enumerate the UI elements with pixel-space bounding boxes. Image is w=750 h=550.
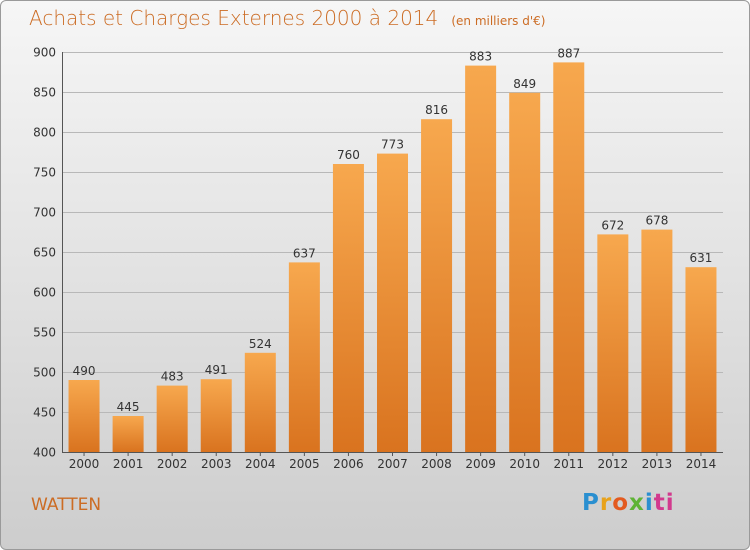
logo-letter: P bbox=[582, 490, 600, 516]
x-tick-label: 2006 bbox=[333, 457, 364, 471]
y-tick-label: 650 bbox=[33, 246, 56, 260]
y-tick-label: 750 bbox=[33, 166, 56, 180]
x-tick-label: 2003 bbox=[201, 457, 232, 471]
proxiti-logo: Proxiti bbox=[582, 490, 675, 516]
x-tick-label: 2000 bbox=[69, 457, 100, 471]
x-tick-label: 2007 bbox=[377, 457, 408, 471]
bar bbox=[112, 416, 144, 452]
data-label: 887 bbox=[557, 46, 580, 60]
logo-letter: x bbox=[629, 490, 645, 516]
y-tick-label: 600 bbox=[33, 286, 56, 300]
x-tick-label: 2004 bbox=[245, 457, 276, 471]
bar bbox=[509, 92, 541, 453]
logo-letter: ti bbox=[653, 490, 675, 516]
bar bbox=[597, 234, 629, 452]
bar bbox=[288, 262, 320, 452]
bar bbox=[641, 229, 673, 452]
x-tick-label: 2001 bbox=[113, 457, 144, 471]
bar bbox=[156, 385, 188, 452]
axes: 400 450 500 550 600 650 700 750 800 850 900 2000 200… bbox=[33, 46, 723, 471]
chart-title: Achats et Charges Externes 2000 à 2014 bbox=[29, 6, 439, 30]
x-tick-label: 2012 bbox=[598, 457, 629, 471]
bar bbox=[244, 352, 276, 452]
y-tick-label: 850 bbox=[33, 86, 56, 100]
y-tick-label: 700 bbox=[33, 206, 56, 220]
x-tick-label: 2013 bbox=[642, 457, 673, 471]
bars bbox=[68, 62, 717, 453]
x-tick-label: 2010 bbox=[509, 457, 540, 471]
y-tick-label: 800 bbox=[33, 126, 56, 140]
data-label: 483 bbox=[161, 370, 184, 384]
x-tick-label: 2002 bbox=[157, 457, 188, 471]
bar bbox=[553, 62, 585, 453]
data-label: 816 bbox=[425, 103, 448, 117]
data-label: 678 bbox=[645, 214, 668, 228]
y-tick-label: 550 bbox=[33, 326, 56, 340]
x-tick-label: 2005 bbox=[289, 457, 320, 471]
logo-letter: o bbox=[612, 490, 630, 516]
bar bbox=[685, 267, 717, 452]
data-labels: 490 445 483 491 524 637 760 773 816 883 849 887 672 6… bbox=[73, 46, 713, 414]
logo-letter: r bbox=[599, 490, 613, 516]
y-tick-label: 500 bbox=[33, 366, 56, 380]
data-label: 773 bbox=[381, 138, 404, 152]
y-tick-label: 900 bbox=[33, 46, 56, 60]
bar bbox=[332, 164, 364, 452]
data-label: 672 bbox=[601, 218, 624, 232]
data-label: 490 bbox=[73, 364, 96, 378]
y-tick-label: 400 bbox=[33, 446, 56, 460]
data-label: 491 bbox=[205, 363, 228, 377]
x-tick-label: 2008 bbox=[421, 457, 452, 471]
x-tick-label: 2014 bbox=[686, 457, 717, 471]
logo-letter: i bbox=[644, 490, 654, 516]
bar bbox=[421, 119, 453, 452]
data-label: 631 bbox=[690, 251, 713, 265]
bar bbox=[377, 153, 408, 452]
data-label: 883 bbox=[469, 50, 492, 64]
data-label: 637 bbox=[293, 246, 316, 260]
chart-subtitle: (en milliers d'€) bbox=[451, 14, 546, 28]
chart-title-block: Achats et Charges Externes 2000 à 2014 (… bbox=[29, 6, 545, 30]
bar bbox=[465, 65, 497, 452]
bar bbox=[68, 380, 100, 452]
data-label: 760 bbox=[337, 148, 360, 162]
x-tick-label: 2009 bbox=[465, 457, 496, 471]
y-tick-label: 450 bbox=[33, 406, 56, 420]
x-tick-label: 2011 bbox=[553, 457, 584, 471]
data-label: 445 bbox=[117, 400, 140, 414]
data-label: 849 bbox=[513, 77, 536, 91]
commune-name: WATTEN bbox=[31, 495, 102, 515]
bar bbox=[200, 379, 232, 452]
data-label: 524 bbox=[249, 337, 272, 351]
